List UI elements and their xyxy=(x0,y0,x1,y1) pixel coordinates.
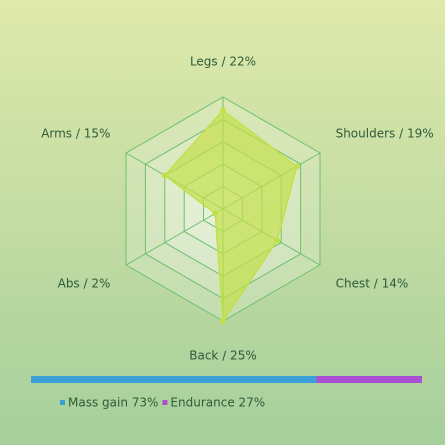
legend-label: Endurance 27% xyxy=(170,396,265,410)
legend-swatch xyxy=(60,400,65,405)
data-point xyxy=(161,172,168,179)
category-label: Shoulders / 19% xyxy=(336,127,434,141)
data-point xyxy=(212,210,219,217)
category-label: Arms / 15% xyxy=(41,127,110,141)
category-label: Chest / 14% xyxy=(336,277,409,291)
data-point xyxy=(220,318,226,324)
category-label: Abs / 2% xyxy=(58,277,111,291)
data-point xyxy=(293,163,300,170)
data-point xyxy=(220,107,226,114)
category-label: Back / 25% xyxy=(189,349,256,363)
bar-segment xyxy=(31,376,317,383)
bar-segment xyxy=(316,376,422,383)
data-point xyxy=(274,237,281,244)
category-label: Legs / 22% xyxy=(190,55,256,69)
legend-swatch xyxy=(162,400,168,405)
axis-line xyxy=(125,208,224,266)
legend-label: Mass gain 73% xyxy=(68,396,158,410)
